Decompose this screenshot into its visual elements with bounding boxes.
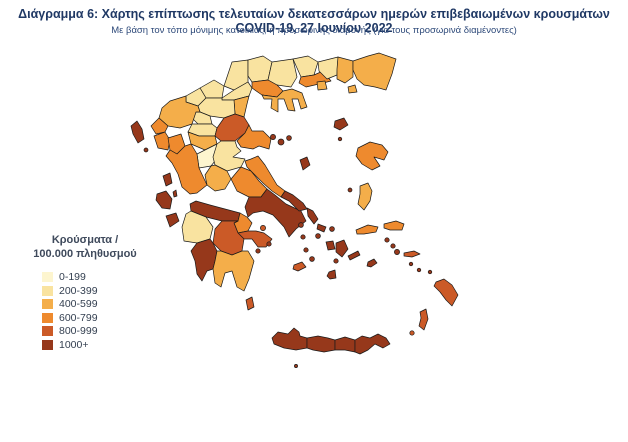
legend-label: 800-999 — [59, 325, 98, 338]
region-samos — [383, 220, 405, 231]
region-psara — [347, 187, 353, 193]
region-rhodes — [433, 278, 459, 307]
region-lefkada — [162, 172, 173, 187]
region-attica — [244, 188, 307, 238]
region-skyros — [299, 156, 311, 171]
region-symi — [427, 269, 433, 275]
region-thesprotia — [150, 117, 169, 135]
region-skopelos — [277, 138, 285, 146]
legend-items: 0-199 200-399 400-599 600-799 800-999 10… — [22, 271, 148, 352]
legend-swatch-200-399 — [42, 285, 53, 296]
legend-title-line2: 100.000 πληθυσμού — [33, 247, 137, 260]
region-aegina — [260, 225, 266, 231]
region-drama — [292, 55, 319, 78]
region-spetses — [255, 248, 261, 254]
figure-subtitle: Με βάση τον τόπο μόνιμης κατοικίας, ή πρ… — [111, 25, 517, 36]
legend-item: 400-599 — [42, 298, 148, 312]
region-samothraki — [347, 84, 358, 94]
region-kea — [298, 222, 304, 228]
legend-item: 800-999 — [42, 325, 148, 339]
legend-label: 200-399 — [59, 284, 98, 297]
region-patmos — [384, 237, 390, 243]
region-milos — [292, 261, 307, 272]
region-astypalea — [366, 258, 378, 268]
region-gavdos — [294, 364, 298, 368]
region-nisyros — [408, 261, 414, 267]
legend-swatch-0-199 — [42, 272, 53, 283]
region-evros — [352, 52, 397, 91]
legend-title: Κρούσματα / 100.000 πληθυσμού — [22, 234, 148, 262]
region-chios — [357, 182, 373, 211]
region-ikaria — [355, 224, 379, 235]
region-preveza — [153, 131, 171, 151]
region-heraklio — [334, 336, 356, 353]
legend-item: 1000+ — [42, 338, 148, 352]
region-tilos — [416, 267, 422, 273]
legend-item: 600-799 — [42, 311, 148, 325]
region-kasos — [409, 330, 415, 336]
region-lesvos — [355, 141, 389, 171]
region-andros — [306, 207, 319, 225]
region-agios-efstratios — [337, 136, 343, 142]
region-kalymnos — [394, 249, 400, 255]
legend-swatch-400-599 — [42, 299, 53, 310]
region-ithaki — [172, 189, 178, 198]
legend-label: 0-199 — [59, 271, 86, 284]
region-paxoi — [143, 147, 149, 153]
region-fokida — [204, 164, 232, 192]
region-karpathos — [418, 308, 429, 331]
legend-label: 1000+ — [59, 338, 89, 351]
region-sifnos — [309, 256, 315, 262]
region-fthiotida — [212, 140, 246, 172]
legend-item: 0-199 — [42, 271, 148, 285]
region-lasithi — [354, 333, 391, 355]
region-rodopi — [336, 56, 354, 84]
region-laconia — [212, 250, 255, 292]
region-kythnos — [300, 234, 306, 240]
region-serifos — [303, 247, 309, 253]
legend-label: 400-599 — [59, 298, 98, 311]
legend-swatch-600-799 — [42, 312, 53, 323]
region-paros — [325, 240, 336, 251]
region-hydra — [266, 241, 272, 247]
region-ios — [333, 258, 339, 264]
region-thasos — [316, 80, 328, 91]
region-leros — [390, 243, 396, 249]
legend-label: 600-799 — [59, 311, 98, 324]
region-chania — [271, 327, 308, 351]
region-rethymno — [306, 335, 336, 353]
region-santorini — [326, 269, 337, 280]
region-naxos — [335, 239, 349, 258]
region-skiathos — [270, 134, 276, 140]
figure-title: Διάγραμμα 6: Χάρτης επίπτωσης τελευταίων… — [18, 7, 610, 35]
region-corfu — [130, 120, 145, 144]
region-limnos — [333, 117, 349, 131]
region-syros — [315, 233, 321, 239]
region-pieria — [233, 95, 250, 118]
region-messinia — [190, 238, 218, 282]
map-legend: Κρούσματα / 100.000 πληθυσμού 0-199 200-… — [22, 234, 148, 352]
region-kos — [403, 250, 421, 258]
region-aitoloakarnania — [165, 143, 208, 195]
legend-swatch-800-999 — [42, 326, 53, 337]
region-kythira — [245, 296, 255, 311]
region-tinos — [316, 223, 327, 233]
region-chalkidiki — [261, 88, 308, 113]
region-mykonos — [329, 226, 335, 232]
region-alonnisos — [286, 135, 292, 141]
region-kefalonia — [155, 190, 173, 210]
region-amorgos — [347, 250, 361, 261]
region-xanthi — [317, 56, 339, 80]
legend-title-line1: Κρούσματα / — [51, 234, 119, 246]
region-evia-south — [280, 190, 308, 212]
legend-swatch-1000plus — [42, 339, 53, 350]
legend-item: 200-399 — [42, 284, 148, 298]
region-magnesia — [236, 124, 272, 150]
region-zakynthos — [165, 212, 180, 228]
